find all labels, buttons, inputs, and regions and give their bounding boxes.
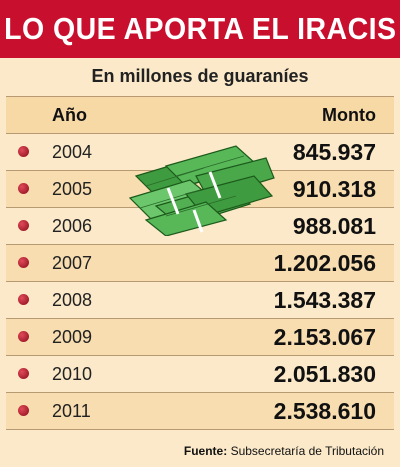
bullet-icon <box>18 331 29 342</box>
bullet-icon <box>18 146 29 157</box>
row-year: 2008 <box>52 290 93 310</box>
row-amount: 1.543.387 <box>273 287 376 313</box>
row-amount: 910.318 <box>292 176 376 202</box>
row-amount: 2.153.067 <box>273 324 376 350</box>
subtitle: En millones de guaraníes <box>91 66 309 86</box>
row-amount: 988.081 <box>292 213 376 239</box>
bullet-icon <box>18 294 29 305</box>
bullet-icon <box>18 405 29 416</box>
table-header: Año Monto <box>6 96 394 134</box>
page-title: LO QUE APORTA EL IRACIS <box>3 11 397 46</box>
row-year: 2009 <box>52 327 93 347</box>
source-label: Fuente: <box>183 444 228 458</box>
row-year: 2006 <box>52 216 93 236</box>
table-row: 2009 2.153.067 <box>6 319 394 356</box>
bullet-icon <box>18 220 29 231</box>
bullet-icon <box>18 368 29 379</box>
row-year: 2010 <box>52 364 93 384</box>
table-row: 2007 1.202.056 <box>6 245 394 282</box>
table-row: 2008 1.543.387 <box>6 282 394 319</box>
column-header-amount: Monto <box>322 105 376 125</box>
row-amount: 2.051.830 <box>273 361 376 387</box>
bullet-icon <box>18 257 29 268</box>
source-text: Subsecretaría de Tributación <box>230 444 384 458</box>
row-year: 2004 <box>52 142 93 162</box>
row-amount: 845.937 <box>292 139 376 165</box>
money-stack-icon <box>128 145 275 236</box>
column-header-year: Año <box>52 105 87 125</box>
table-row: 2010 2.051.830 <box>6 356 394 393</box>
row-amount: 1.202.056 <box>273 250 376 276</box>
bullet-icon <box>18 183 29 194</box>
row-year: 2007 <box>52 253 93 273</box>
title-banner: LO QUE APORTA EL IRACIS <box>0 0 400 58</box>
row-year: 2005 <box>52 179 93 199</box>
source-footer: Fuente: Subsecretaría de Tributación <box>184 444 384 458</box>
table-row: 2011 2.538.610 <box>6 393 394 430</box>
row-year: 2011 <box>52 401 91 421</box>
row-amount: 2.538.610 <box>273 398 376 424</box>
